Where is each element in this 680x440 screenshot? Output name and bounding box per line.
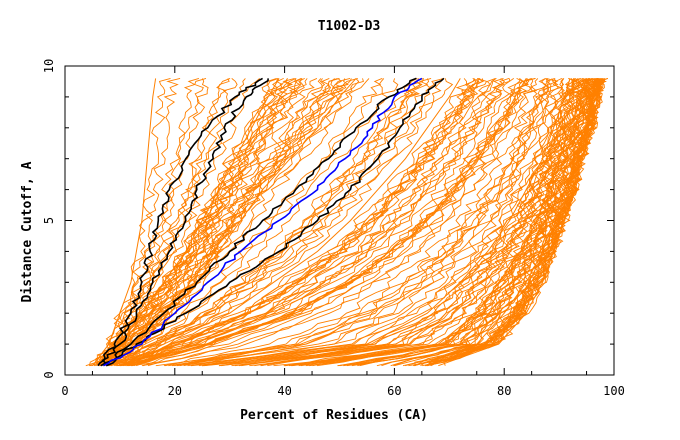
bundle-line [118, 78, 454, 366]
highlight-lines [97, 77, 445, 367]
bundle-line [414, 78, 601, 366]
bundle-line [118, 78, 497, 367]
bundle-line [438, 78, 604, 367]
bundle-line [116, 78, 385, 366]
x-tick-label: 100 [603, 384, 625, 398]
bundle-line [219, 78, 576, 367]
bundle-line [390, 77, 602, 367]
bundle-line [284, 78, 587, 367]
bundle-line [174, 78, 550, 367]
y-axis-label: Distance Cutoff, A [20, 161, 35, 302]
bundle-line [96, 77, 207, 366]
bundle-line [394, 78, 598, 367]
bundle-line [88, 77, 171, 366]
bundle-line [99, 77, 318, 367]
bundle-line [164, 78, 551, 367]
bundle-line [120, 78, 431, 367]
bundle-line [115, 77, 383, 366]
bundle-line [120, 77, 510, 367]
bundle-line [122, 78, 475, 367]
bundle-line [198, 78, 565, 367]
bundle-lines [85, 77, 609, 367]
bundle-line [179, 77, 556, 367]
bundle-line [123, 78, 468, 367]
highlight-line-black [97, 77, 263, 367]
bundle-line [283, 78, 592, 367]
bundle-line [119, 78, 461, 367]
y-axis: 0 5 10 [42, 59, 614, 379]
bundle-line [126, 78, 515, 367]
bundle-line [404, 78, 602, 367]
bundle-line [115, 78, 418, 366]
bundle-line [122, 78, 496, 367]
bundle-line [288, 77, 592, 367]
y-tick-label: 10 [42, 59, 56, 73]
bundle-line [85, 77, 181, 367]
bundle-line [126, 78, 505, 367]
bundle-line [254, 78, 583, 367]
bundle-line [346, 78, 594, 367]
bundle-line [221, 77, 578, 367]
bundle-line [126, 77, 504, 367]
x-axis-label: Percent of Residues (CA) [240, 408, 428, 423]
bundle-line [101, 77, 338, 367]
bundle-line [95, 77, 231, 367]
x-axis: 0 20 40 60 80 100 [61, 66, 625, 398]
bundle-line [97, 78, 280, 367]
bundle-line [103, 77, 358, 367]
bundle-line [107, 78, 352, 367]
bundle-line [110, 78, 424, 367]
x-tick-label: 40 [277, 384, 291, 398]
bundle-line [141, 78, 538, 367]
y-tick-label: 5 [42, 217, 56, 224]
x-tick-label: 60 [387, 384, 401, 398]
highlight-line-black [100, 78, 269, 367]
x-tick-label: 0 [61, 384, 68, 398]
bundle-line [187, 78, 565, 367]
bundle-line [95, 78, 209, 367]
bundle-line [116, 77, 480, 367]
bundle-line [204, 78, 576, 367]
bundle-line [183, 77, 563, 367]
bundle-line [337, 78, 595, 367]
x-tick-label: 20 [168, 384, 182, 398]
highlight-line-blue [103, 77, 423, 367]
y-tick-label: 0 [42, 371, 56, 378]
highlight-line-black [102, 77, 417, 367]
bundle-line [92, 78, 157, 367]
bundle-line [249, 78, 585, 367]
bundle-line [106, 78, 294, 366]
bundle-line [155, 77, 547, 367]
bundle-line [99, 78, 302, 366]
bundle-line [108, 78, 399, 367]
bundle-line [130, 78, 527, 367]
bundle-line [147, 78, 539, 367]
x-tick-label: 80 [497, 384, 511, 398]
bundle-line [191, 78, 574, 367]
bundle-line [115, 77, 445, 367]
bundle-line [202, 78, 571, 367]
bundle-line [427, 77, 608, 367]
bundle-line [128, 77, 532, 367]
bundle-line [106, 77, 340, 366]
bundle-line [108, 78, 357, 367]
bundle-line [381, 78, 601, 367]
bundle-line [116, 78, 484, 367]
bundle-line [343, 78, 599, 367]
bundle-line [118, 78, 442, 367]
highlight-line-black [105, 77, 445, 367]
bundle-line [176, 78, 562, 367]
chart-title: T1002-D3 [318, 19, 381, 34]
bundle-line [117, 78, 484, 367]
bundle-line [131, 78, 521, 367]
